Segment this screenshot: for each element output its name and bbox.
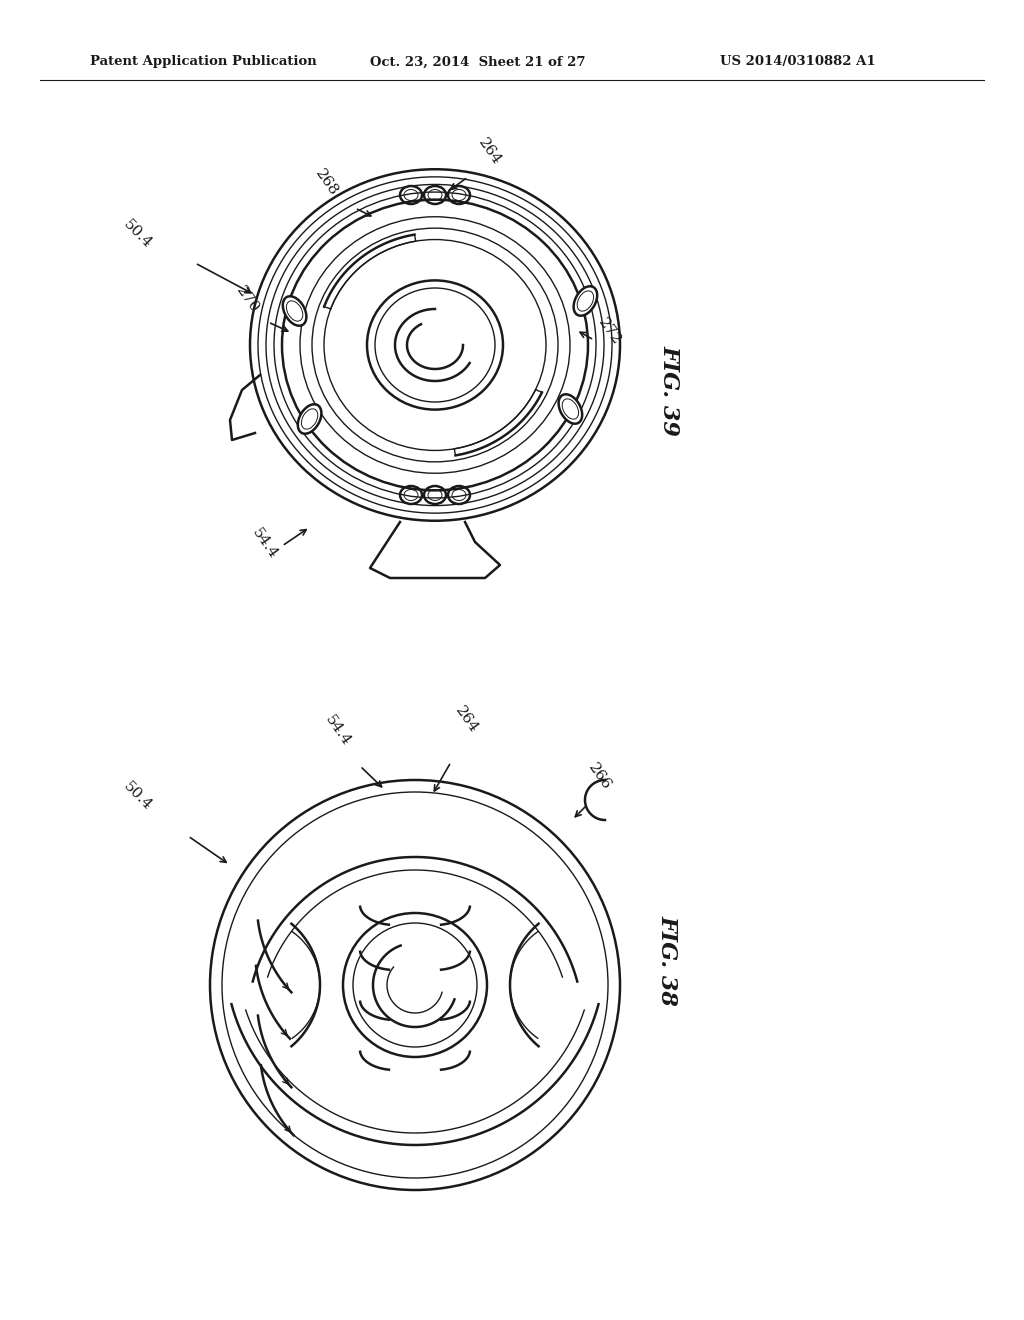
Text: 54.4: 54.4 xyxy=(323,713,353,748)
Text: 264: 264 xyxy=(453,704,481,737)
Text: 270: 270 xyxy=(233,284,262,315)
Text: Oct. 23, 2014  Sheet 21 of 27: Oct. 23, 2014 Sheet 21 of 27 xyxy=(370,55,586,69)
Text: 50.4: 50.4 xyxy=(121,779,155,813)
Ellipse shape xyxy=(573,286,597,315)
Text: FIG. 38: FIG. 38 xyxy=(657,915,679,1006)
Text: 54.4: 54.4 xyxy=(250,525,281,561)
Text: 268: 268 xyxy=(313,168,341,199)
Text: US 2014/0310882 A1: US 2014/0310882 A1 xyxy=(720,55,876,69)
Text: 50.4: 50.4 xyxy=(121,218,155,251)
Text: FIG. 39: FIG. 39 xyxy=(659,345,681,436)
Text: 264: 264 xyxy=(476,136,504,168)
Ellipse shape xyxy=(298,404,322,434)
Ellipse shape xyxy=(283,296,306,326)
Ellipse shape xyxy=(559,395,583,424)
Text: 272: 272 xyxy=(596,315,624,348)
Text: Patent Application Publication: Patent Application Publication xyxy=(90,55,316,69)
Text: 266: 266 xyxy=(586,762,614,793)
